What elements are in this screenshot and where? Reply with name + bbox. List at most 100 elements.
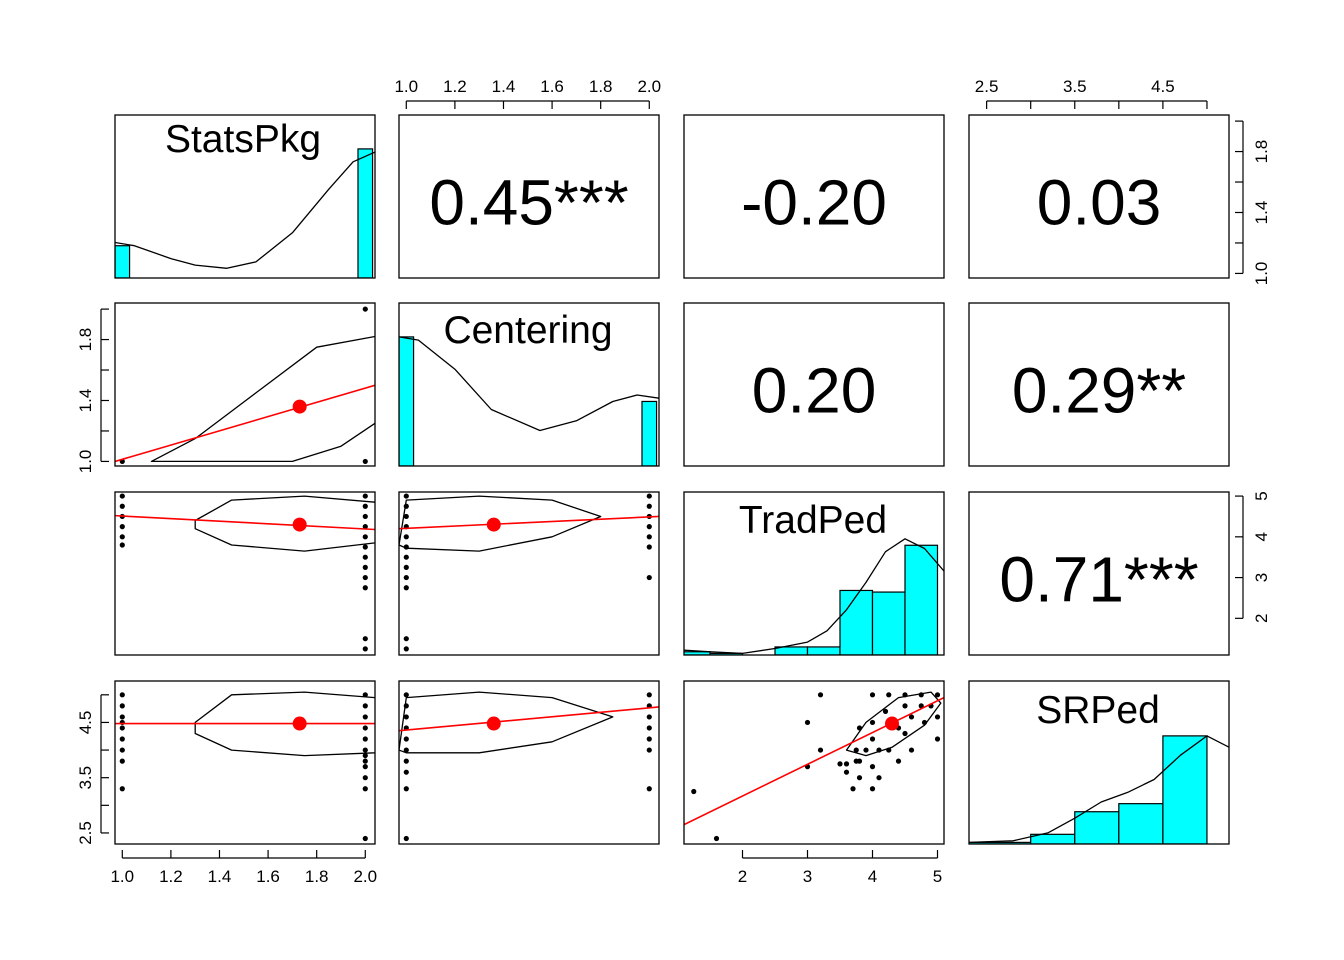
scatter-point (403, 513, 409, 520)
tick-label: 1.6 (540, 77, 564, 96)
tick-label: 1.0 (394, 77, 418, 96)
scatter-point (362, 458, 368, 465)
tick-label: 1.8 (76, 328, 95, 352)
tick-label: 1.8 (589, 77, 613, 96)
scatter-point (646, 544, 652, 550)
scatter-point (403, 493, 409, 499)
panel-frame (683, 680, 945, 845)
scatter-point (853, 747, 859, 753)
scatter-point (403, 574, 409, 581)
regression-line (684, 696, 944, 826)
panel-frame (683, 302, 945, 467)
mean-point (292, 399, 307, 414)
scatter-point (850, 786, 856, 792)
scatter-point (817, 747, 824, 753)
scatter-point (362, 752, 368, 759)
correlation-value: 0.20 (752, 355, 877, 427)
scatter-point (869, 786, 876, 792)
correlation-value: -0.20 (741, 167, 887, 239)
mean-point (885, 716, 899, 731)
scatter-point (362, 764, 368, 770)
scatter-point (362, 534, 368, 540)
scatter-point (403, 636, 409, 642)
regression-line (115, 384, 375, 463)
scatter-point (876, 775, 882, 781)
histogram-bar (871, 591, 906, 655)
tick-label: 1.8 (305, 867, 329, 886)
scatter-point (119, 524, 125, 530)
scatter-point (362, 714, 368, 720)
scatter-point (646, 747, 652, 753)
tick-label: 4.5 (1151, 77, 1175, 96)
scatter-point (895, 758, 902, 764)
scatter-point (362, 775, 368, 781)
scatter-point (646, 786, 652, 792)
scatter-point (362, 574, 368, 581)
scatter-point (713, 835, 720, 842)
correlation-ellipse (194, 495, 375, 552)
histogram-bar (904, 544, 939, 655)
scatter-point (362, 747, 368, 753)
variable-label: TradPed (739, 499, 887, 542)
scatter-point (869, 719, 876, 726)
scatter-point (119, 534, 125, 540)
tick-label: 2 (738, 867, 747, 886)
density-curve (399, 336, 659, 432)
scatter-point (646, 574, 652, 581)
scatter-point (119, 493, 125, 499)
scatter-point (362, 503, 368, 509)
scatter-point (908, 714, 915, 720)
tick-label: 1.4 (492, 77, 516, 96)
variable-label: Centering (443, 309, 612, 352)
scatter-point (362, 585, 368, 591)
tick-label: 2.5 (76, 821, 95, 845)
scatter-point (646, 534, 652, 540)
panel-frame (968, 302, 1230, 467)
scatter-point (869, 736, 876, 742)
scatter-point (119, 503, 125, 509)
panel-frame (398, 302, 660, 467)
tick-label: 1.0 (76, 450, 95, 474)
scatter-point (646, 692, 652, 698)
scatter-point (934, 736, 941, 742)
tick-label: 3 (803, 867, 812, 886)
panel-frame (398, 680, 660, 845)
scatter-point (403, 554, 409, 560)
scatter-point (646, 524, 652, 530)
scatter-point (837, 761, 843, 767)
tick-label: 4 (1252, 532, 1271, 541)
scatter-point (908, 747, 915, 753)
scatter-point (817, 692, 824, 698)
histogram-bar (1118, 803, 1164, 844)
panel-frame (968, 491, 1230, 656)
scatter-point (362, 835, 368, 842)
scatter-point (902, 730, 908, 737)
variable-label: StatsPkg (165, 118, 321, 161)
scatter-point (403, 786, 409, 792)
panel-frame (398, 114, 660, 279)
tick-label: 2.5 (975, 77, 999, 96)
scatter-point (119, 725, 125, 731)
scatter-point (403, 736, 409, 742)
scatter-point (362, 786, 368, 792)
mean-point (292, 716, 307, 731)
tick-label: 3 (1252, 573, 1271, 582)
scatter-point (119, 747, 125, 753)
scatter-point (362, 524, 368, 530)
scatter-point (934, 714, 941, 720)
correlation-value: 0.29** (1012, 355, 1186, 427)
scatter-point (403, 646, 409, 652)
scatter-point (362, 306, 368, 312)
regression-line (115, 514, 375, 531)
correlation-ellipse (845, 691, 942, 757)
scatter-point (856, 758, 863, 764)
panel-frame (114, 114, 376, 279)
panel-frame (398, 491, 660, 656)
scatter-point (882, 708, 889, 714)
scatter-point (843, 769, 850, 775)
scatter-point (119, 758, 125, 764)
scatter-point (856, 775, 863, 781)
scatter-point (362, 703, 368, 709)
correlation-value: 0.03 (1037, 167, 1162, 239)
